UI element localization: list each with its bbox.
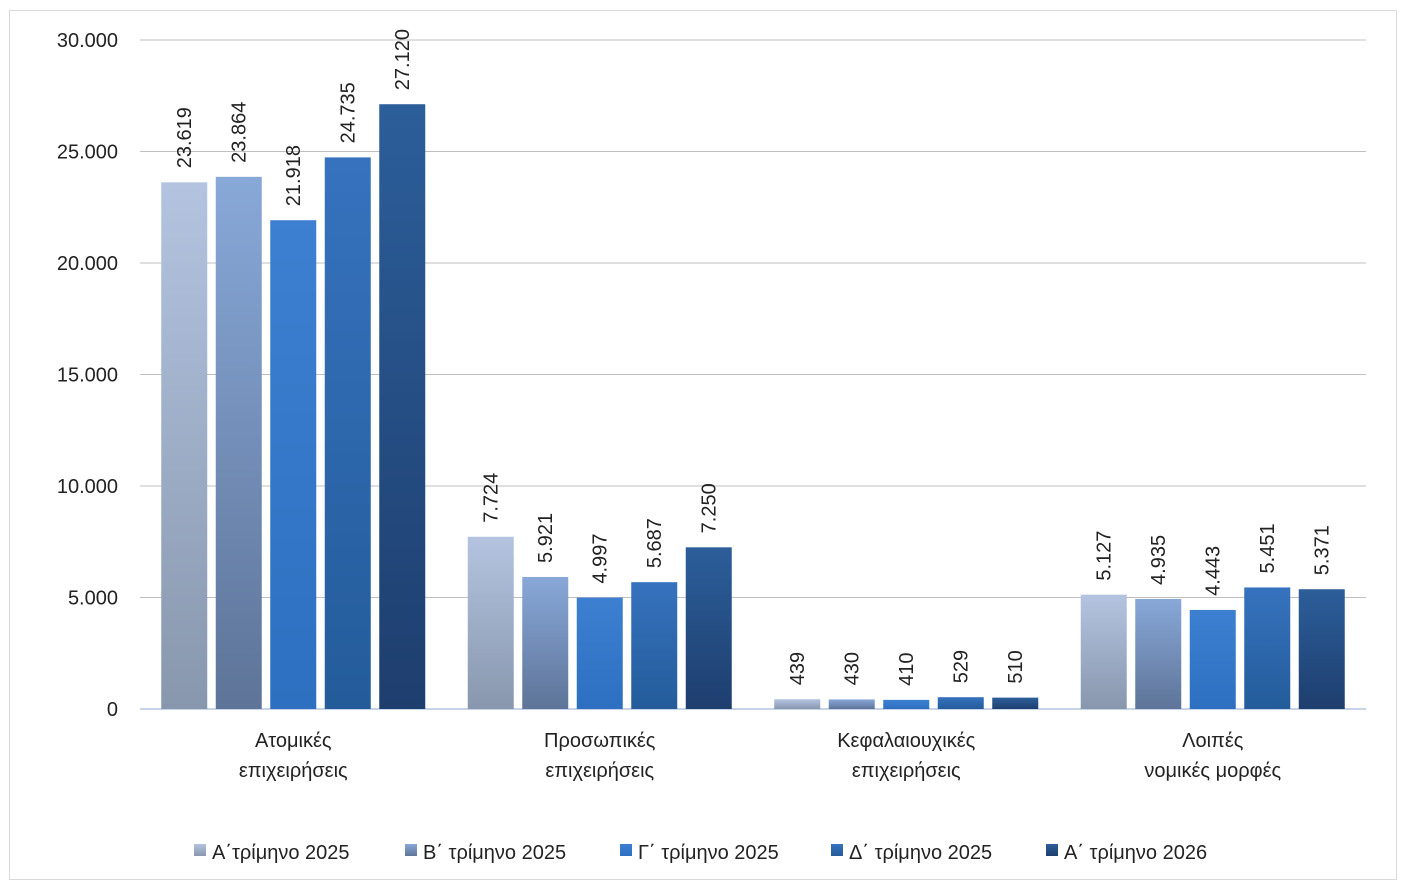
bar <box>379 104 426 709</box>
data-label: 410 <box>896 652 918 685</box>
data-label: 23.864 <box>229 102 251 163</box>
legend-swatch <box>1046 844 1058 856</box>
category-label: επιχειρήσεις <box>239 760 348 782</box>
category-label: Κεφαλαιουχικές <box>837 730 975 752</box>
x-axis: Ατομικές επιχειρήσεις Προσωπικές επιχειρήσε… <box>239 730 1282 782</box>
y-axis: 0 5.000 10.000 15.000 20.000 25.000 30.000 <box>57 30 118 721</box>
bar <box>992 697 1039 709</box>
data-label: 5.451 <box>1257 523 1279 573</box>
y-tick-label: 10.000 <box>57 476 118 498</box>
category-label: επιχειρήσεις <box>545 760 654 782</box>
y-tick-label: 30.000 <box>57 30 118 52</box>
bar <box>215 176 262 710</box>
data-label: 21.918 <box>283 145 305 206</box>
data-label: 23.619 <box>174 107 196 168</box>
bar <box>631 582 678 709</box>
y-tick-label: 15.000 <box>57 365 118 387</box>
bar <box>522 576 569 709</box>
bar <box>1189 609 1236 709</box>
bar <box>1135 598 1182 709</box>
data-label: 529 <box>951 650 973 683</box>
bar <box>1244 587 1291 709</box>
legend-label: Α΄ τρίμηνο 2026 <box>1064 842 1207 864</box>
data-labels: 23.619 23.864 21.918 24.735 27.120 7.724 5.921… <box>174 29 1334 686</box>
bar <box>467 536 514 709</box>
category-label: Προσωπικές <box>544 730 656 752</box>
category-label: επιχειρήσεις <box>852 760 961 782</box>
data-label: 430 <box>842 652 864 685</box>
category-label: Λοιπές <box>1182 730 1244 752</box>
legend-swatch <box>831 844 843 856</box>
bar <box>774 699 821 709</box>
bar <box>270 220 317 709</box>
y-tick-label: 25.000 <box>57 142 118 164</box>
bar <box>324 157 371 710</box>
data-label: 7.724 <box>481 473 503 523</box>
data-label: 4.443 <box>1203 546 1225 596</box>
legend-label: Α΄τρίμηνο 2025 <box>212 842 350 864</box>
bar <box>685 547 732 709</box>
category-label: Ατομικές <box>255 730 332 752</box>
legend-swatch <box>405 844 417 856</box>
legend-swatch <box>194 844 206 856</box>
category-label: νομικές μορφές <box>1144 760 1281 782</box>
data-label: 4.997 <box>590 534 612 584</box>
bars <box>161 104 1345 710</box>
data-label: 27.120 <box>392 29 414 90</box>
data-label: 510 <box>1005 650 1027 683</box>
bar <box>161 182 208 710</box>
legend-label: Β΄ τρίμηνο 2025 <box>423 842 566 864</box>
y-tick-label: 0 <box>107 699 118 721</box>
legend-swatch <box>620 844 632 856</box>
bar <box>576 597 623 709</box>
data-label: 5.687 <box>644 518 666 568</box>
data-label: 4.935 <box>1148 535 1170 585</box>
gridlines <box>140 39 1366 710</box>
y-tick-label: 5.000 <box>68 588 118 610</box>
legend: Α΄τρίμηνο 2025 Β΄ τρίμηνο 2025 Γ΄ τρίμηνο … <box>194 842 1207 864</box>
legend-label: Γ΄ τρίμηνο 2025 <box>638 842 779 864</box>
data-label: 5.921 <box>535 513 557 563</box>
data-label: 5.371 <box>1312 525 1334 575</box>
bar <box>937 697 984 709</box>
data-label: 439 <box>787 652 809 685</box>
data-label: 24.735 <box>338 82 360 143</box>
data-label: 5.127 <box>1094 531 1116 581</box>
legend-label: Δ΄ τρίμηνο 2025 <box>849 842 992 864</box>
bar <box>883 699 930 709</box>
bar <box>1080 594 1127 709</box>
bar <box>1298 589 1345 709</box>
data-label: 7.250 <box>699 483 721 533</box>
y-tick-label: 20.000 <box>57 253 118 275</box>
bar <box>828 699 875 709</box>
